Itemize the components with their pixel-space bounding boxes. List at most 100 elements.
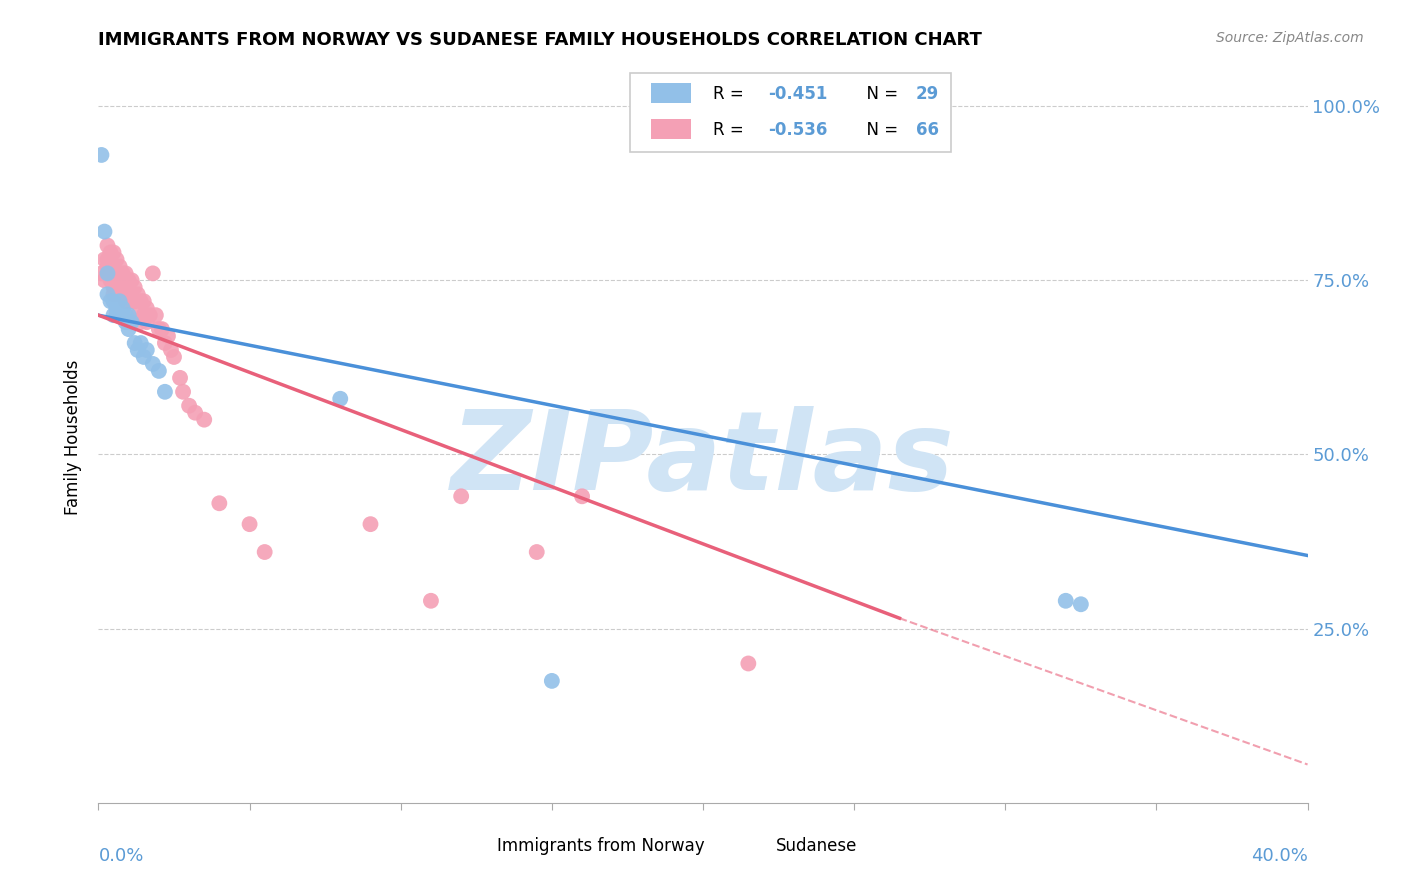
Point — [239, 517, 262, 532]
Point — [103, 308, 125, 322]
Point — [111, 301, 134, 316]
Point — [100, 273, 122, 287]
Point — [1070, 597, 1092, 611]
Point — [1054, 594, 1077, 608]
Text: R =: R = — [713, 86, 749, 103]
Point — [96, 238, 118, 252]
Point — [184, 406, 207, 420]
Point — [118, 287, 141, 301]
Point — [121, 315, 143, 329]
Point — [93, 252, 115, 267]
Point — [90, 266, 112, 280]
Point — [127, 287, 149, 301]
Point — [148, 322, 170, 336]
Point — [129, 336, 152, 351]
Point — [148, 364, 170, 378]
Point — [100, 294, 122, 309]
Point — [103, 266, 125, 280]
Point — [153, 336, 176, 351]
Point — [96, 252, 118, 267]
Point — [105, 273, 128, 287]
Point — [111, 280, 134, 294]
Point — [169, 371, 191, 385]
Point — [172, 384, 194, 399]
Point — [329, 392, 352, 406]
Point — [108, 260, 131, 274]
Text: 66: 66 — [915, 121, 939, 139]
Text: Source: ZipAtlas.com: Source: ZipAtlas.com — [1216, 31, 1364, 45]
Point — [96, 260, 118, 274]
Point — [118, 322, 141, 336]
Point — [526, 545, 548, 559]
Point — [108, 273, 131, 287]
Point — [160, 343, 183, 357]
Point — [103, 245, 125, 260]
Point — [208, 496, 231, 510]
Point — [96, 287, 118, 301]
Y-axis label: Family Households: Family Households — [63, 359, 82, 515]
Point — [540, 673, 562, 688]
Point — [179, 399, 201, 413]
Point — [124, 336, 146, 351]
Point — [114, 266, 136, 280]
Point — [111, 287, 134, 301]
Point — [253, 545, 276, 559]
Point — [105, 308, 128, 322]
Point — [114, 308, 136, 322]
Point — [132, 294, 155, 309]
Point — [114, 315, 136, 329]
Point — [124, 294, 146, 309]
Point — [450, 489, 472, 503]
Text: -0.451: -0.451 — [769, 86, 828, 103]
Point — [571, 489, 593, 503]
Point — [93, 225, 115, 239]
Point — [129, 315, 152, 329]
Point — [105, 266, 128, 280]
Text: 29: 29 — [915, 86, 939, 103]
Point — [108, 294, 131, 309]
Point — [103, 280, 125, 294]
Point — [142, 266, 165, 280]
Point — [105, 287, 128, 301]
Point — [132, 308, 155, 322]
Point — [156, 329, 179, 343]
Point — [118, 273, 141, 287]
Point — [135, 315, 157, 329]
FancyBboxPatch shape — [630, 73, 950, 152]
Point — [737, 657, 759, 671]
Point — [129, 294, 152, 309]
Point — [105, 252, 128, 267]
Text: 40.0%: 40.0% — [1251, 847, 1308, 864]
Bar — [651, 120, 692, 139]
Point — [111, 266, 134, 280]
Text: N =: N = — [855, 86, 903, 103]
Point — [153, 384, 176, 399]
Text: -0.536: -0.536 — [769, 121, 828, 139]
Point — [103, 287, 125, 301]
Text: N =: N = — [855, 121, 903, 139]
Text: Sudanese: Sudanese — [776, 838, 856, 855]
Point — [139, 308, 162, 322]
Text: Immigrants from Norway: Immigrants from Norway — [498, 838, 704, 855]
Point — [145, 308, 167, 322]
Point — [108, 308, 131, 322]
Bar — [437, 836, 482, 856]
Point — [193, 412, 215, 426]
Text: R =: R = — [713, 121, 749, 139]
Point — [132, 350, 155, 364]
Point — [93, 273, 115, 287]
Point — [118, 308, 141, 322]
Point — [150, 322, 173, 336]
Point — [100, 245, 122, 260]
Point — [103, 294, 125, 309]
Point — [163, 350, 186, 364]
Point — [114, 294, 136, 309]
Point — [100, 260, 122, 274]
Point — [103, 260, 125, 274]
Point — [127, 308, 149, 322]
Point — [360, 517, 382, 532]
Point — [105, 301, 128, 316]
Point — [121, 273, 143, 287]
Point — [121, 294, 143, 309]
Text: IMMIGRANTS FROM NORWAY VS SUDANESE FAMILY HOUSEHOLDS CORRELATION CHART: IMMIGRANTS FROM NORWAY VS SUDANESE FAMIL… — [98, 31, 983, 49]
